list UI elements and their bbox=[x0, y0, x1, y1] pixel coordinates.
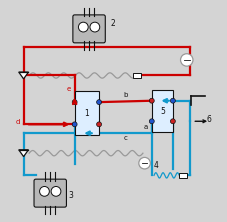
Circle shape bbox=[72, 122, 77, 127]
Circle shape bbox=[97, 100, 101, 105]
Text: 2: 2 bbox=[110, 19, 115, 28]
Polygon shape bbox=[19, 72, 28, 79]
Circle shape bbox=[78, 22, 88, 32]
Circle shape bbox=[90, 22, 100, 32]
Text: 1: 1 bbox=[84, 109, 89, 118]
FancyBboxPatch shape bbox=[34, 179, 67, 207]
Text: d: d bbox=[16, 119, 20, 125]
Circle shape bbox=[149, 98, 154, 103]
Circle shape bbox=[139, 157, 150, 169]
Text: 3: 3 bbox=[69, 191, 74, 200]
FancyBboxPatch shape bbox=[73, 15, 105, 43]
Circle shape bbox=[180, 54, 193, 66]
Circle shape bbox=[97, 122, 101, 127]
Bar bbox=[75, 91, 99, 135]
Text: c: c bbox=[123, 135, 127, 141]
Circle shape bbox=[72, 100, 77, 105]
Bar bbox=[152, 91, 173, 131]
Text: 5: 5 bbox=[160, 107, 165, 115]
Circle shape bbox=[170, 98, 175, 103]
Text: a: a bbox=[144, 124, 148, 130]
Circle shape bbox=[149, 119, 154, 124]
Text: 6: 6 bbox=[207, 115, 211, 124]
Circle shape bbox=[170, 119, 175, 124]
Polygon shape bbox=[19, 150, 28, 157]
Bar bbox=[133, 73, 141, 78]
Circle shape bbox=[51, 186, 61, 196]
Text: 4: 4 bbox=[153, 161, 158, 170]
Text: b: b bbox=[123, 92, 128, 98]
Circle shape bbox=[39, 186, 49, 196]
Bar bbox=[179, 173, 187, 178]
Text: e: e bbox=[67, 86, 71, 92]
